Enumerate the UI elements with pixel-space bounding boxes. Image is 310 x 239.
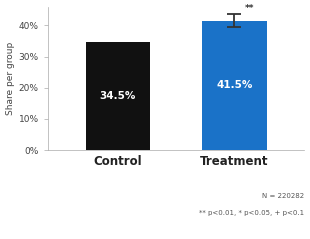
- Bar: [202, 21, 267, 150]
- Text: **: **: [245, 4, 255, 13]
- Bar: [86, 43, 150, 150]
- Text: 41.5%: 41.5%: [216, 80, 253, 90]
- Y-axis label: Share per group: Share per group: [6, 42, 15, 115]
- Text: 34.5%: 34.5%: [100, 91, 136, 101]
- Text: N = 220282: N = 220282: [262, 193, 304, 199]
- Text: ** p<0.01, * p<0.05, + p<0.1: ** p<0.01, * p<0.05, + p<0.1: [199, 211, 304, 217]
